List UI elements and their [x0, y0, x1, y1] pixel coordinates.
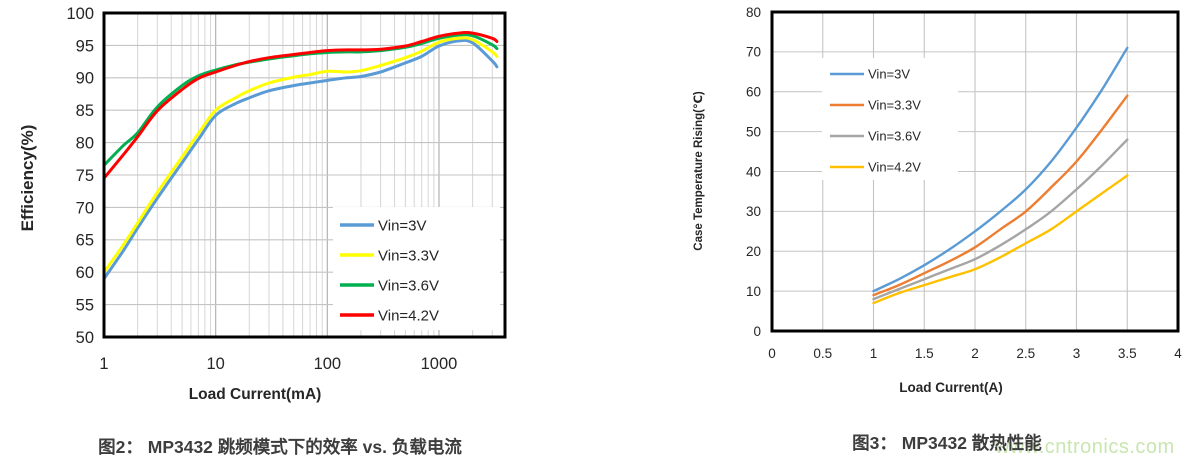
y-tick-label: 50 — [76, 329, 94, 347]
y-tick-label: 85 — [76, 102, 94, 120]
efficiency-x-axis-title: Load Current(mA) — [189, 386, 322, 403]
curve-vin-3-3v — [104, 36, 499, 274]
legend-label: Vin=4.2V — [378, 307, 439, 324]
curve-vin-3-6v — [872, 138, 1129, 301]
curve-vin-3v — [104, 38, 499, 281]
efficiency-y-axis-title: Efficiency(%) — [18, 125, 37, 232]
x-tick-label: 4 — [1174, 346, 1182, 361]
y-tick-label: 50 — [746, 124, 761, 139]
y-tick-label: 20 — [746, 244, 761, 259]
curve-vin-4-2v — [872, 174, 1129, 305]
curve-vin-4-2v — [104, 31, 499, 180]
legend-label: Vin=3V — [868, 67, 910, 82]
y-tick-label: 40 — [746, 164, 761, 179]
y-tick-label: 95 — [76, 37, 94, 55]
x-tick-label: 2.5 — [1016, 346, 1035, 361]
x-tick-label: 0 — [768, 346, 776, 361]
legend-label: Vin=3.3V — [378, 247, 439, 264]
figure2-caption: 图2： MP3432 跳频模式下的效率 vs. 负载电流 — [98, 437, 462, 457]
curves-group — [104, 31, 499, 281]
y-tick-label: 70 — [746, 45, 761, 60]
efficiency-chart: 1 10 100 1000 50 55 60 65 70 75 80 85 90 95 100 Vin=3V V… — [66, 5, 507, 373]
y-tick-label: 60 — [76, 264, 94, 282]
legend-label: Vin=3.6V — [868, 129, 921, 144]
y-tick-label: 55 — [76, 297, 94, 315]
legend-background — [333, 207, 500, 330]
x-tick-label: 100 — [314, 355, 342, 373]
legend-label: Vin=4.2V — [868, 160, 921, 175]
y-tick-label: 80 — [746, 5, 761, 20]
y-tick-label: 65 — [76, 232, 94, 250]
y-tick-label: 60 — [746, 85, 761, 100]
legend-label: Vin=3.3V — [868, 98, 921, 113]
curve-vin-3v — [872, 46, 1129, 293]
y-tick-label: 80 — [76, 135, 94, 153]
y-tick-label: 0 — [753, 324, 761, 339]
y-tick-label: 70 — [76, 199, 94, 217]
y-tick-label: 90 — [76, 70, 94, 88]
x-tick-label: 0.5 — [813, 346, 832, 361]
x-tick-label: 2 — [971, 346, 979, 361]
x-tick-label: 1.5 — [915, 346, 934, 361]
x-tick-label: 1 — [99, 355, 108, 373]
y-tick-label: 100 — [66, 5, 94, 23]
plot-border — [102, 11, 507, 339]
x-tick-label: 1000 — [421, 355, 458, 373]
x-tick-label: 3.5 — [1118, 346, 1137, 361]
y-tick-label: 75 — [76, 167, 94, 185]
y-tick-label: 10 — [746, 284, 761, 299]
thermal-x-axis-title: Load Current(A) — [899, 380, 1003, 395]
figure3-caption: 图3： MP3432 散热性能 — [852, 433, 1042, 453]
thermal-chart: 0 0.5 1 1.5 2 2.5 3 3.5 401020304050607080Vin=3V… — [746, 5, 1182, 361]
y-tick-label: 30 — [746, 204, 761, 219]
legend-background — [822, 58, 958, 180]
legend-label: Vin=3.6V — [378, 277, 439, 294]
x-tick-label: 3 — [1073, 346, 1081, 361]
legend-label: Vin=3V — [378, 217, 427, 234]
plot-border — [770, 10, 1180, 333]
watermark-text: www.cntronics.com — [994, 436, 1175, 458]
curve-vin-3-3v — [872, 94, 1129, 297]
curves-group — [872, 46, 1129, 305]
x-tick-label: 1 — [870, 346, 878, 361]
x-tick-label: 10 — [206, 355, 224, 373]
thermal-y-axis-title: Case Temperature Rising(℃) — [693, 91, 705, 251]
